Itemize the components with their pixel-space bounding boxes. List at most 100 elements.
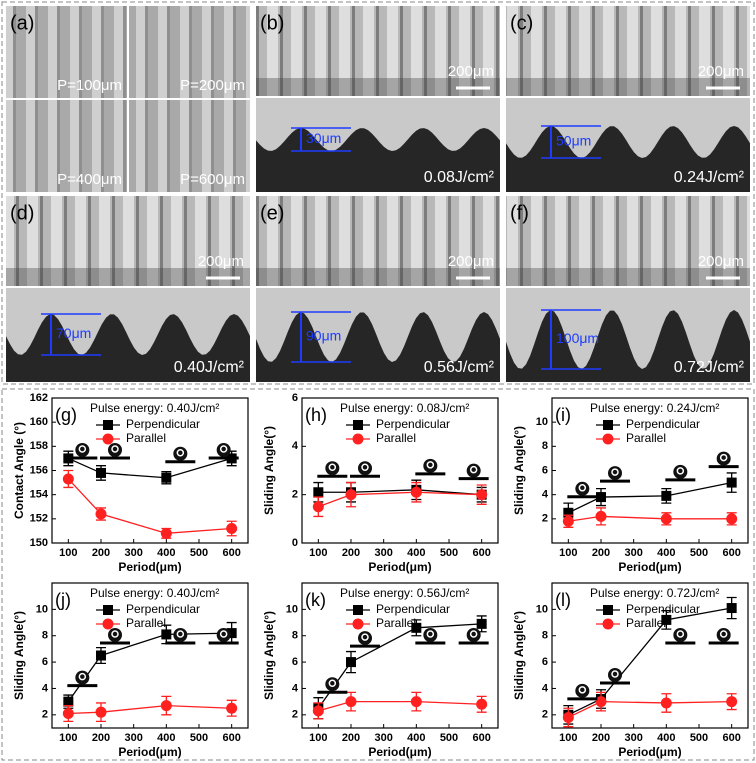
droplet [466,628,481,642]
x-axis-label: Period(μm) [618,560,681,574]
legend-label: Perpendicular [376,602,450,616]
period-label: P=200μm [180,77,245,94]
legend-label: Perpendicular [126,602,200,616]
y-tick-label: 2 [292,709,298,721]
droplet-highlight [676,467,685,475]
x-tick-label: 300 [374,547,392,559]
droplet-highlight [361,633,369,641]
sem-image [6,100,127,192]
panel-label: (g) [55,405,77,425]
x-tick-label: 300 [374,732,392,744]
x-axis-label: Period(μm) [368,745,431,759]
series-line [568,700,732,719]
sem-image [129,6,250,98]
sem-top-image [506,6,750,96]
panel-label: (c) [510,12,533,34]
data-point [63,696,74,707]
y-tick-label: 6 [292,392,298,404]
droplet-highlight [719,453,728,462]
period-label: P=100μm [57,77,122,94]
panel-label: (f) [510,202,529,224]
droplet [466,463,481,478]
x-tick-label: 300 [124,547,142,559]
y-axis-label: Contact Angle (°) [12,422,26,519]
droplet-highlight [611,670,619,678]
y-tick-label: 156 [30,464,48,476]
panel-label: (b) [260,12,284,34]
droplet [423,628,438,642]
droplet-highlight [176,630,185,638]
data-point [726,477,737,488]
data-point [95,706,107,718]
series-line [68,704,232,715]
droplet-highlight [111,630,119,638]
data-point [161,472,172,483]
y-tick-label: 4 [292,682,299,694]
legend-marker [102,618,114,630]
legend-marker [102,433,114,445]
x-tick-label: 100 [309,547,327,559]
y-tick-label: 10 [286,603,298,615]
y-tick-label: 2 [292,489,298,501]
sem-surface [6,288,250,355]
data-point [312,501,324,513]
y-tick-label: 162 [30,392,48,404]
x-tick-label: 600 [722,547,740,559]
sem-surface [256,288,500,362]
droplet [608,668,622,682]
y-tick-label: 8 [542,630,548,642]
droplet [358,631,372,646]
chart-title: Pulse energy: 0.40J/cm² [90,586,219,600]
legend-label: Parallel [626,616,666,630]
x-axis-label: Period(μm) [118,745,181,759]
sem-info-bar [256,268,500,286]
data-point [410,696,422,708]
data-point [95,508,107,520]
y-tick-label: 2 [542,513,548,525]
x-tick-label: 200 [592,732,610,744]
legend-marker [603,420,613,430]
x-tick-label: 600 [222,547,240,559]
x-tick-label: 100 [559,732,577,744]
data-point [726,696,738,708]
panel-label: (k) [305,590,326,610]
data-point [226,702,238,714]
data-point [661,490,672,501]
period-label: P=600μm [180,171,245,188]
chart-title: Pulse energy: 0.56J/cm² [340,586,469,600]
depth-label: 30μm [306,130,341,146]
y-tick-label: 154 [30,489,49,501]
x-tick-label: 400 [157,547,175,559]
bottom-border [1,388,755,761]
legend-label: Parallel [626,431,666,445]
panel-label: (h) [305,405,327,425]
data-point [62,708,74,719]
x-tick-label: 200 [92,547,110,559]
y-tick-label: 6 [42,656,48,668]
energy-label: 0.08J/cm² [424,169,495,186]
data-point [226,523,238,534]
data-point [313,487,324,498]
y-tick-label: 8 [542,440,548,452]
y-tick-label: 8 [42,630,48,642]
y-axis-label: Sliding Angle(°) [262,426,276,515]
legend-label: Perpendicular [626,602,700,616]
depth-label: 90μm [306,328,341,344]
x-tick-label: 500 [190,547,208,559]
y-tick-label: 0 [292,537,298,549]
droplet-highlight [176,449,185,457]
y-tick-label: 4 [542,489,549,501]
legend-marker [103,605,113,615]
series-line [68,457,232,479]
y-tick-label: 2 [42,709,48,721]
droplet-highlight [78,672,87,681]
legend-label: Parallel [376,616,416,630]
droplet [173,628,188,642]
x-tick-label: 400 [407,732,425,744]
chart-title: Pulse energy: 0.24J/cm² [590,401,719,415]
x-tick-label: 600 [722,732,740,744]
sem-top-image [256,196,500,286]
legend-marker [602,433,614,445]
x-tick-label: 500 [690,547,708,559]
x-tick-label: 300 [624,732,642,744]
